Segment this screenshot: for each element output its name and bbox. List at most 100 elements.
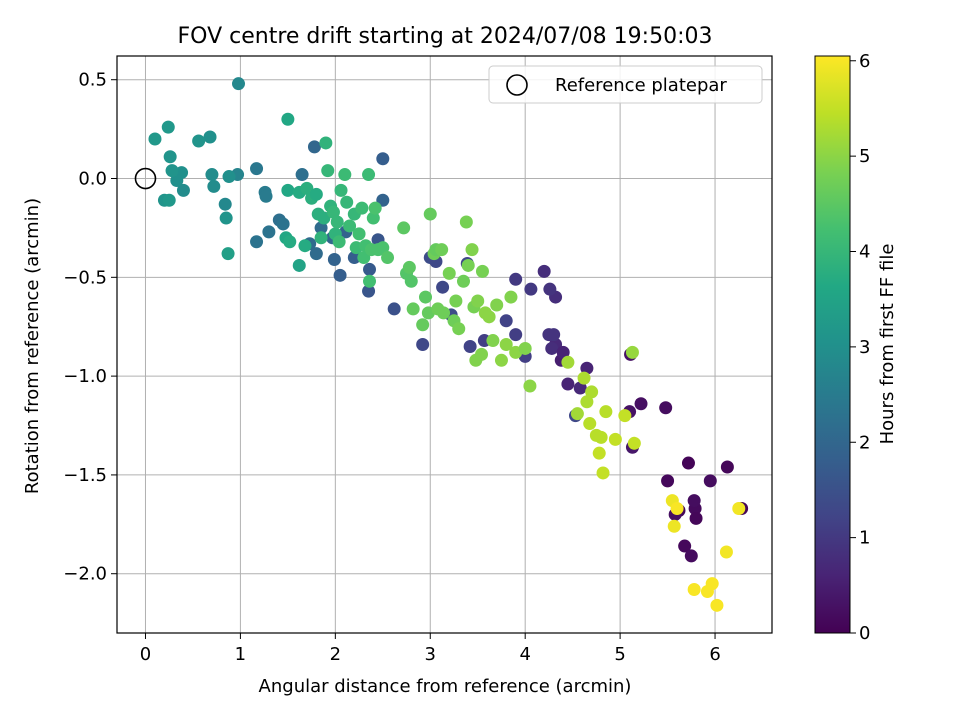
scatter-point <box>659 401 673 415</box>
scatter-point <box>250 235 264 249</box>
scatter-point <box>459 215 473 229</box>
legend-box <box>488 65 763 104</box>
scatter-point <box>281 183 295 197</box>
scatter-point <box>176 183 190 197</box>
scatter-point <box>314 221 328 235</box>
scatter-point <box>618 409 632 423</box>
colorbar-tick-label: 1 <box>859 528 870 549</box>
scatter-point <box>347 251 361 265</box>
x-tick-label: 1 <box>235 644 246 665</box>
scatter-point <box>276 217 290 231</box>
scatter-point <box>219 211 233 225</box>
scatter-point <box>634 397 648 411</box>
scatter-point <box>281 112 295 126</box>
scatter-point <box>161 120 175 134</box>
scatter-point <box>486 334 500 348</box>
chart-title: FOV centre drift starting at 2024/07/08 … <box>178 24 713 49</box>
scatter-point <box>452 322 466 336</box>
scatter-point <box>309 247 323 261</box>
scatter-point <box>710 598 724 612</box>
legend: Reference platepar <box>488 65 763 104</box>
y-tick-label: −1.0 <box>63 366 107 387</box>
x-tick-label: 4 <box>519 644 530 665</box>
colorbar-tick-label: 4 <box>859 242 870 263</box>
scatter-point <box>406 302 420 316</box>
scatter-point <box>627 436 641 450</box>
scatter-point <box>314 231 328 245</box>
scatter-point <box>475 264 489 278</box>
scatter-point <box>509 272 523 286</box>
scatter-point <box>162 193 176 207</box>
scatter-point <box>333 268 347 282</box>
scatter-point <box>719 545 733 559</box>
scatter-point <box>334 183 348 197</box>
scatter-point <box>338 168 352 182</box>
scatter-point <box>343 219 357 233</box>
scatter-point <box>547 328 561 342</box>
scatter-point <box>608 432 622 446</box>
scatter-point <box>561 377 575 391</box>
scatter-point <box>504 290 518 304</box>
scatter-point <box>435 243 449 257</box>
scatter-point <box>300 181 314 195</box>
scatter-point <box>687 583 701 597</box>
scatter-point <box>376 152 390 166</box>
scatter-point <box>404 274 418 288</box>
scatter-point <box>222 170 236 184</box>
scatter-point <box>625 345 639 359</box>
scatter-point <box>362 284 376 298</box>
scatter-point <box>494 353 508 367</box>
scatter-point <box>250 162 264 176</box>
colorbar: 0 1 2 3 4 5 6 Hours from first FF file <box>814 51 898 644</box>
scatter-point <box>670 502 684 516</box>
scatter-point <box>456 274 470 288</box>
colorbar-gradient <box>814 55 851 634</box>
scatter-point <box>570 407 584 421</box>
scatter-point <box>684 549 698 563</box>
scatter-point <box>317 211 331 225</box>
scatter-point <box>416 318 430 332</box>
scatter-point <box>163 150 177 164</box>
scatter-point <box>583 417 597 431</box>
scatter-point <box>262 225 276 239</box>
scatter-point <box>221 247 235 261</box>
scatter-point <box>687 494 701 508</box>
scatter-point <box>363 274 377 288</box>
y-tick-label: −0.5 <box>63 267 107 288</box>
scatter-point <box>681 456 695 470</box>
scatter-point <box>363 262 377 276</box>
scatter-point <box>326 205 340 219</box>
scatter-point <box>678 539 692 553</box>
scatter-point <box>490 298 504 312</box>
scatter-point <box>192 134 206 148</box>
scatter-points <box>148 77 749 612</box>
x-tick-label: 5 <box>614 644 625 665</box>
scatter-point <box>537 264 551 278</box>
scatter-point <box>165 164 179 178</box>
scatter-point <box>580 395 594 409</box>
scatter-point <box>499 338 513 351</box>
scatter-point <box>397 221 411 235</box>
scatter-point <box>203 130 217 144</box>
scatter-point <box>561 355 575 369</box>
scatter-point <box>292 258 306 272</box>
colorbar-tick-label: 3 <box>859 337 870 358</box>
scatter-point <box>509 328 523 342</box>
scatter-point <box>205 168 219 182</box>
scatter-point <box>416 338 430 351</box>
scatter-point <box>661 474 675 488</box>
y-tick-label: 0.5 <box>78 70 107 91</box>
scatter-point <box>573 381 587 395</box>
scatter-point <box>577 371 591 385</box>
scatter-point <box>482 310 496 324</box>
scatter-point <box>732 502 746 516</box>
y-tick-label: −1.5 <box>63 465 107 486</box>
scatter-point <box>259 189 273 203</box>
scatter-point <box>283 235 297 249</box>
scatter-point <box>667 519 681 533</box>
x-tick-label: 3 <box>425 644 436 665</box>
scatter-point <box>545 341 559 355</box>
scatter-point <box>330 215 344 229</box>
scatter-point <box>419 290 433 304</box>
